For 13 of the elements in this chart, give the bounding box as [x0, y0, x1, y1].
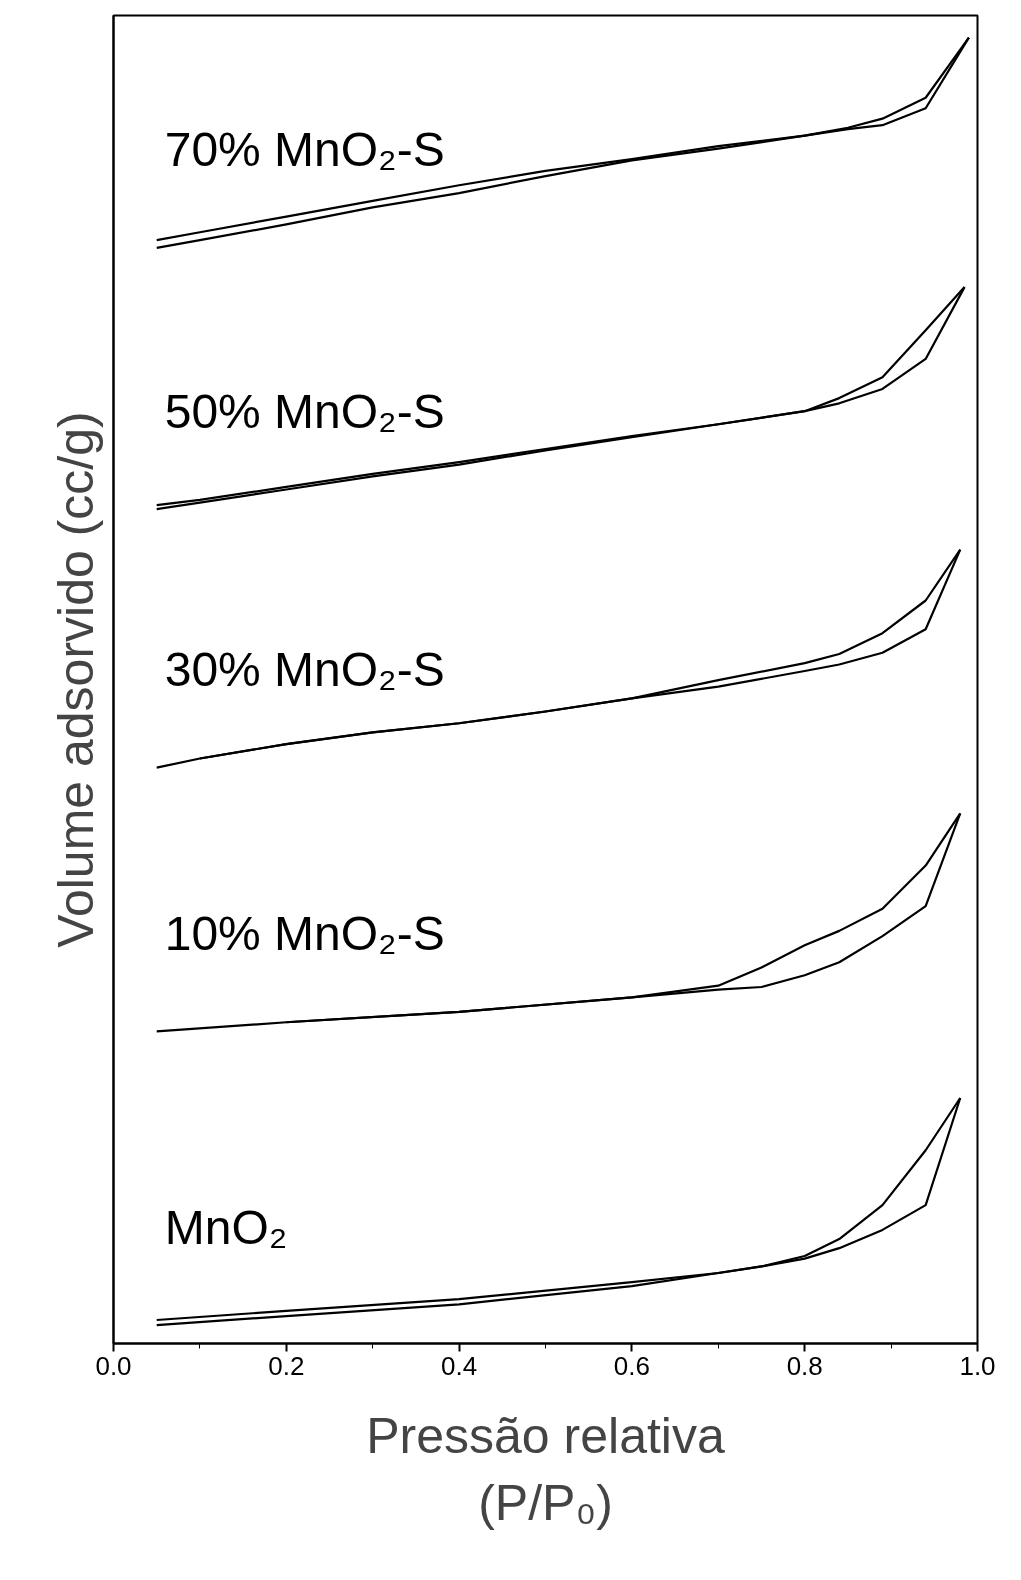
series-label: 30% MnO₂-S [164, 643, 445, 697]
series-label: MnO₂ [164, 1200, 288, 1254]
x-tick-label: 1.0 [959, 1350, 996, 1381]
x-tick-label: 0.2 [268, 1350, 305, 1381]
x-tick-label: 0.8 [786, 1350, 823, 1381]
x-tick-label: 0.0 [95, 1350, 132, 1381]
y-axis-title: Volume adsorvido (cc/g) [47, 411, 104, 948]
series-label: 70% MnO₂-S [164, 123, 445, 177]
x-tick-label: 0.6 [613, 1350, 650, 1381]
x-axis-title: Pressão relativa (P/P₀) [366, 1407, 725, 1531]
series-label: 50% MnO₂-S [164, 384, 445, 438]
series-label: 10% MnO₂-S [164, 906, 445, 960]
x-tick-label: 0.4 [441, 1350, 478, 1381]
